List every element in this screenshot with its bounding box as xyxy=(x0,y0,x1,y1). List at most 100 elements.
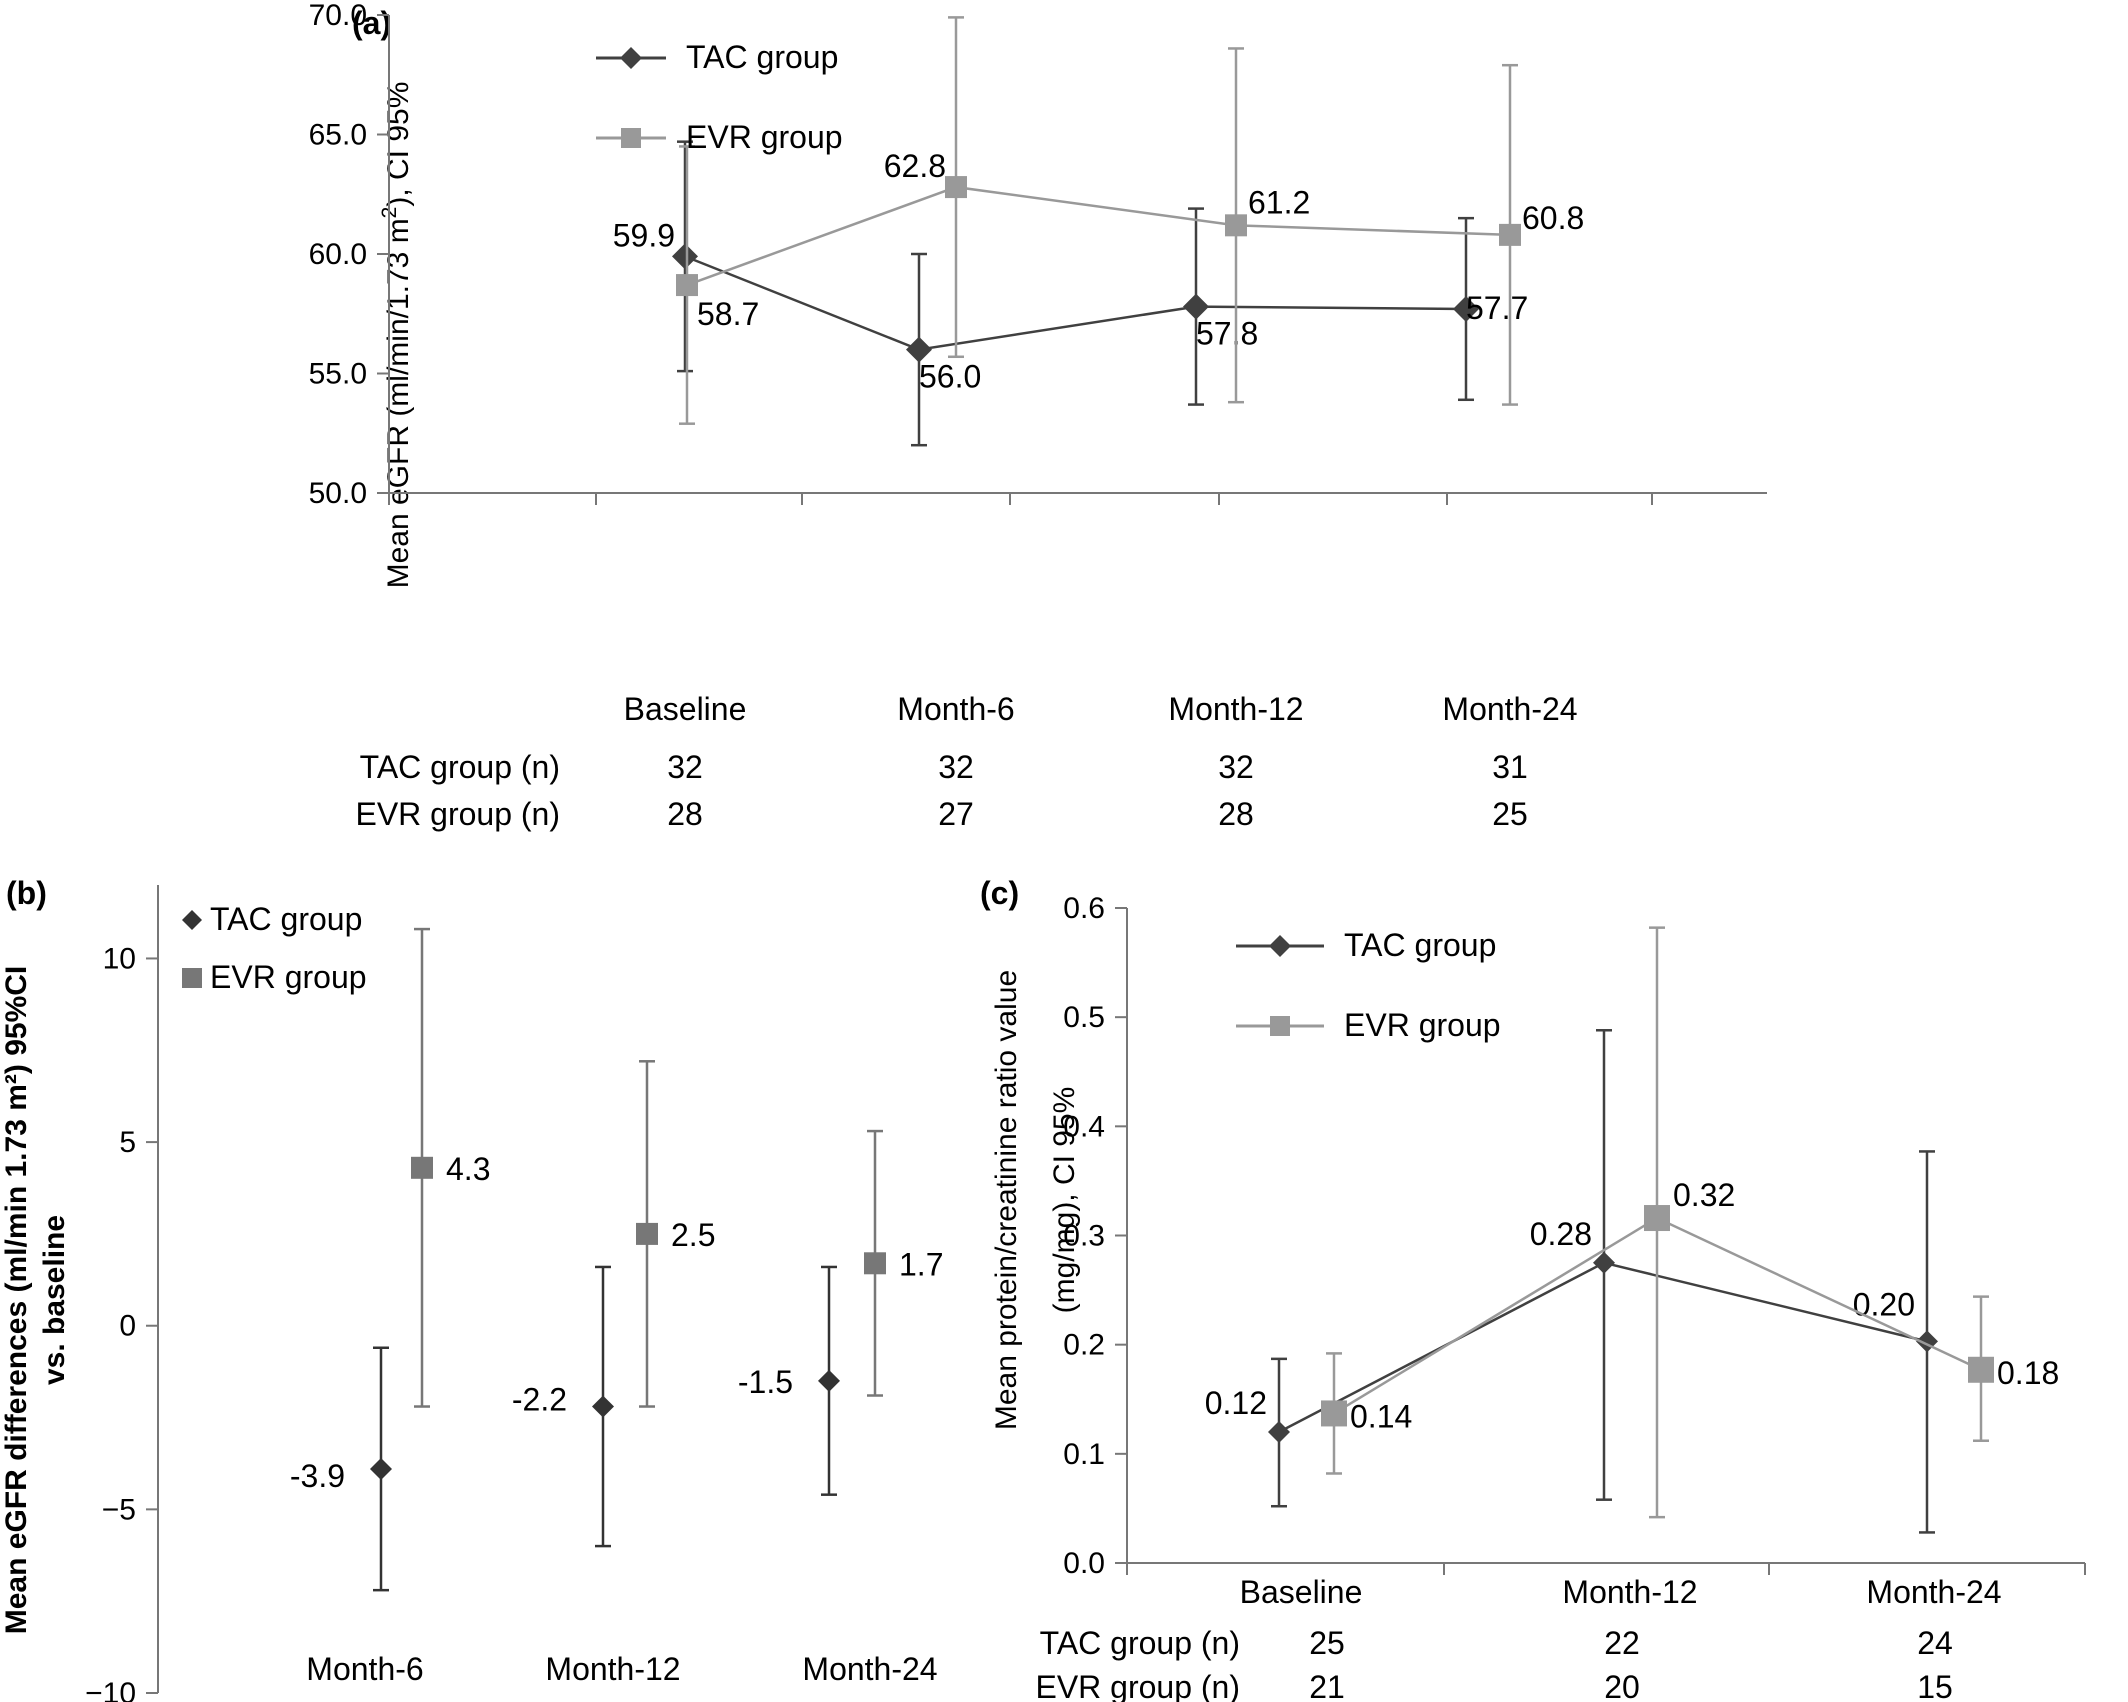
data-label: 0.20 xyxy=(1853,1286,1915,1322)
data-label: 0.28 xyxy=(1530,1216,1592,1252)
data-label: 60.8 xyxy=(1522,200,1584,236)
legend-label: TAC group xyxy=(686,39,838,75)
n-table-row-label: TAC group (n) xyxy=(360,749,560,785)
panel-a-label: (a) xyxy=(352,5,391,41)
data-label: -2.2 xyxy=(512,1382,567,1418)
data-label: 2.5 xyxy=(671,1217,715,1253)
data-label: 62.8 xyxy=(884,148,946,184)
panel-a-legend: TAC group EVR group xyxy=(596,39,843,155)
y-tick-label: −5 xyxy=(102,1493,136,1526)
y-tick-label: 0.1 xyxy=(1063,1438,1105,1471)
x-category-label: Month-6 xyxy=(897,691,1014,727)
panel-b-plot: -3.9 -2.2 -1.5 4.3 2.5 1.7 xyxy=(290,927,943,1592)
data-label: 57.7 xyxy=(1466,290,1528,326)
legend-label: TAC group xyxy=(1344,927,1496,963)
y-tick-label: 70.0 xyxy=(309,0,367,32)
evr-point xyxy=(1644,1205,1670,1232)
tac-point xyxy=(1183,293,1209,320)
tac-point xyxy=(1453,295,1479,322)
n-table-cell: 15 xyxy=(1917,1669,1953,1702)
panel-b-x-categories: Month-6 Month-12 Month-24 xyxy=(306,1651,937,1687)
data-label: 59.9 xyxy=(613,217,675,253)
panel-a-y-axis-label: Mean eGFR (ml/min/1.73 m2), CI 95% xyxy=(378,82,415,589)
y-tick-label: 0.2 xyxy=(1063,1329,1105,1362)
tac-point xyxy=(592,1395,614,1418)
panel-a-plot: 59.9 56.0 57.8 57.7 58.7 62.8 61.2 60.8 xyxy=(613,16,1584,447)
n-table-row-label: EVR group (n) xyxy=(355,796,560,832)
panel-c-label: (c) xyxy=(980,875,1019,911)
x-category-label: Baseline xyxy=(624,691,747,727)
data-label: 1.7 xyxy=(899,1246,943,1282)
series-line xyxy=(686,185,1511,287)
legend-marker xyxy=(182,968,202,988)
panel-b-legend: TAC group EVR group xyxy=(182,901,367,995)
evr-point xyxy=(1499,223,1521,246)
panel-a-y-ticks: 50.0 55.0 60.0 65.0 70.0 xyxy=(309,0,389,510)
data-label: 58.7 xyxy=(697,296,759,332)
legend-marker xyxy=(1270,1016,1290,1036)
n-table-row-label: EVR group (n) xyxy=(1035,1669,1240,1702)
y-tick-label: 55.0 xyxy=(309,358,367,391)
legend-marker xyxy=(621,128,641,148)
y-tick-label: 0.3 xyxy=(1063,1220,1105,1253)
panel-c: (c) Mean protein/creatinine ratio value … xyxy=(980,875,2086,1702)
n-table-cell: 31 xyxy=(1492,749,1528,785)
evr-point xyxy=(1321,1400,1347,1427)
n-table-cell: 28 xyxy=(667,796,703,832)
y-tick-label: 0.4 xyxy=(1063,1110,1105,1143)
x-category-label: Month-24 xyxy=(802,1651,937,1687)
y-tick-label: 65.0 xyxy=(309,119,367,152)
panel-c-y-ticks: 0.0 0.1 0.2 0.3 0.4 0.5 0.6 xyxy=(1063,892,1127,1580)
panel-c-y-axis-label-line1: Mean protein/creatinine ratio value xyxy=(990,970,1023,1430)
n-table-cell: 27 xyxy=(938,796,974,832)
legend-label: TAC group xyxy=(210,901,362,937)
y-tick-label: 10 xyxy=(103,942,136,975)
y-tick-label: 5 xyxy=(119,1126,136,1159)
data-label: 0.32 xyxy=(1673,1177,1735,1213)
n-table-cell: 32 xyxy=(938,749,974,785)
y-tick-label: 50.0 xyxy=(309,477,367,510)
n-table-cell: 25 xyxy=(1492,796,1528,832)
n-table-cell: 25 xyxy=(1309,1625,1345,1661)
n-table-row-label: TAC group (n) xyxy=(1040,1625,1240,1661)
n-table-cell: 22 xyxy=(1604,1625,1640,1661)
data-label: 57.8 xyxy=(1196,316,1258,352)
evr-point xyxy=(945,176,967,199)
x-category-label: Baseline xyxy=(1240,1574,1363,1610)
n-table-cell: 32 xyxy=(667,749,703,785)
x-category-label: Month-12 xyxy=(1562,1574,1697,1610)
data-label: 0.12 xyxy=(1205,1385,1267,1421)
legend-label: EVR group xyxy=(686,119,843,155)
legend-marker xyxy=(1269,935,1291,957)
tac-point xyxy=(906,336,932,363)
tac-point xyxy=(818,1369,840,1392)
panel-b-y-axis-label-line1: Mean eGFR differences (ml/min 1.73 m²) 9… xyxy=(0,966,33,1635)
tac-point xyxy=(672,243,698,270)
y-tick-label: −10 xyxy=(85,1677,136,1702)
panel-a-axes xyxy=(388,15,1767,505)
panel-c-legend: TAC group EVR group xyxy=(1236,927,1501,1043)
data-label: 56.0 xyxy=(919,359,981,395)
panel-b-y-axis-label-line2: vs. baseline xyxy=(38,1215,71,1385)
legend-marker xyxy=(182,910,202,930)
tac-point xyxy=(1268,1421,1290,1443)
panel-b: (b) Mean eGFR differences (ml/min 1.73 m… xyxy=(0,875,943,1702)
panel-a: (a) Mean eGFR (ml/min/1.73 m2), CI 95% 5… xyxy=(309,0,1767,832)
y-tick-label: 0 xyxy=(119,1310,136,1343)
panel-a-x-categories: Baseline Month-6 Month-12 Month-24 xyxy=(624,691,1578,727)
panel-c-axes xyxy=(1126,908,2086,1575)
evr-point xyxy=(1968,1356,1994,1383)
x-category-label: Month-12 xyxy=(1168,691,1303,727)
n-table-cell: 28 xyxy=(1218,796,1254,832)
evr-point xyxy=(676,274,698,297)
panel-c-x-categories: Baseline Month-12 Month-24 xyxy=(1240,1574,2002,1610)
evr-point xyxy=(864,1252,886,1275)
y-tick-label: 0.5 xyxy=(1063,1001,1105,1034)
data-label: 4.3 xyxy=(446,1151,490,1187)
y-tick-label: 60.0 xyxy=(309,238,367,271)
panel-c-y-axis-label-line2: (mg/mg), CI 95% xyxy=(1048,1087,1081,1314)
data-label: -1.5 xyxy=(738,1364,793,1400)
n-table-cell: 32 xyxy=(1218,749,1254,785)
panel-a-n-table: TAC group (n) 32 32 32 31 EVR group (n) 28 27 28… xyxy=(355,749,1527,832)
